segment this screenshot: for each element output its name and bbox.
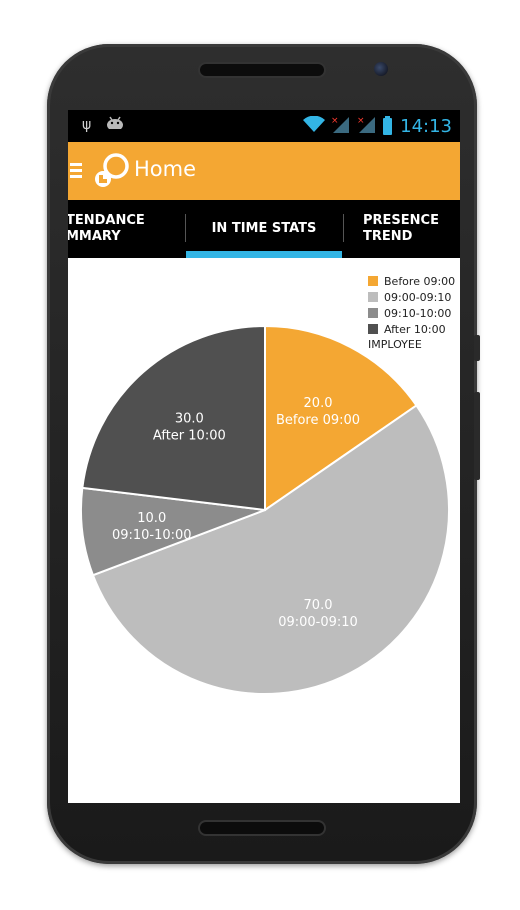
slice-category-label: 09:10-10:00 [112,528,192,543]
legend-label: Before 09:00 [384,274,456,288]
tab-in-time-stats[interactable]: IN TIME STATS [186,200,342,258]
pie-slice[interactable] [264,324,418,512]
chart-description: IMPLOYEE [368,338,422,351]
tab-label-line2: MMARY [68,229,121,244]
tab-label-line1: PRESENCE [363,213,439,228]
legend-entry: Before 09:00 [368,273,455,289]
slice-value-label: 10.0 [137,511,166,526]
app-bar: Home [68,142,460,200]
legend-label: 09:00-09:10 [384,290,452,304]
legend-swatch [368,292,378,302]
usb-icon: ψ [82,117,92,133]
active-tab-indicator [186,251,342,258]
side-button[interactable] [474,335,480,361]
status-time: 14:13 [400,115,452,137]
pie-slice[interactable] [81,324,266,512]
app-logo-icon [94,152,130,190]
legend-entry: After 10:00 [368,321,455,337]
app-title: Home [134,157,197,181]
android-icon [106,116,124,133]
slice-category-label: Before 09:00 [276,413,360,428]
legend-entry: 09:10-10:00 [368,305,455,321]
tab-label-line1: TENDANCE [68,213,145,228]
slice-category-label: After 10:00 [153,429,226,444]
battery-charging-icon [383,115,393,135]
legend-swatch [368,324,378,334]
volume-button[interactable] [474,392,480,480]
legend-entry: 09:00-09:10 [368,289,455,305]
signal-no-service-icon: × [331,115,351,137]
svg-text:×: × [331,116,339,126]
slice-value-label: 20.0 [304,396,333,411]
chart-legend: Before 09:00 09:00-09:10 09:10-10:00 Aft… [368,273,455,351]
slice-value-label: 70.0 [304,598,333,613]
tab-divider [343,214,344,242]
signal-no-service-icon: × [357,115,377,137]
tab-divider [185,214,186,242]
tab-label: IN TIME STATS [211,221,317,236]
pie-chart: 20.0 Before 09:00 70.0 09:00-09:10 10.0 09:10… [80,324,450,695]
tab-attendance-summary[interactable]: TENDANCE MMARY [68,200,184,258]
front-camera [374,62,388,76]
tab-label-line2: TREND [363,229,413,244]
slice-category-label: 09:00-09:10 [278,615,358,630]
tab-presence-trend[interactable]: PRESENCE TREND [363,200,460,258]
bottom-speaker [200,822,324,834]
pie-slice[interactable] [91,404,450,695]
hamburger-menu-icon[interactable] [70,163,82,179]
slice-value-label: 30.0 [175,412,204,427]
tab-bar: TENDANCE MMARY IN TIME STATS PRESENCE TREN… [68,200,460,258]
svg-text:×: × [357,116,365,126]
earpiece-speaker [200,64,324,76]
legend-label: After 10:00 [384,322,446,336]
wifi-icon [303,115,326,136]
legend-label: 09:10-10:00 [384,306,452,320]
legend-swatch [368,308,378,318]
legend-swatch [368,276,378,286]
status-bar: ψ × × 14:13 [68,110,460,142]
screen: ψ × × 14:13 [68,110,460,803]
chart-area: 20.0 Before 09:00 70.0 09:00-09:10 10.0 09:10… [68,258,460,803]
